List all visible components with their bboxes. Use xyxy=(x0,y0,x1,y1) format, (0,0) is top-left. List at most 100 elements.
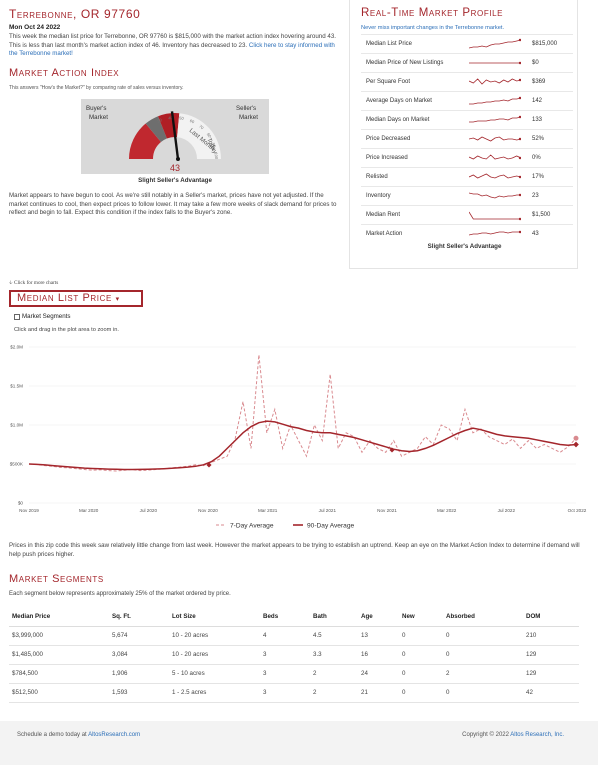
realtime-row-value: 52% xyxy=(532,136,545,142)
gauge-tick-label: 100 xyxy=(214,152,220,160)
realtime-row: Median Price of New Listings $0 xyxy=(361,53,573,72)
gauge-tick-label: 80 xyxy=(206,132,213,139)
sparkline xyxy=(469,136,521,142)
table-cell: 4 xyxy=(260,626,310,646)
sparkline xyxy=(469,96,521,105)
realtime-row-label: Relisted xyxy=(366,174,388,180)
altos-research-link[interactable]: AltosResearch.com xyxy=(88,732,141,738)
stay-informed-link[interactable]: Click here to stay informed with the Ter… xyxy=(9,41,335,58)
segments-header-cell: Absorbed xyxy=(443,607,523,627)
realtime-row: Market Action 43 xyxy=(361,224,573,243)
series-line-1 xyxy=(28,354,577,472)
segments-header-cell: DOM xyxy=(523,607,579,627)
realtime-row-label: Price Increased xyxy=(366,155,408,161)
realtime-footer: Slight Seller's Advantage xyxy=(427,243,502,250)
table-cell: 1,906 xyxy=(109,664,169,684)
realtime-row: Median List Price $815,000 xyxy=(361,34,573,53)
footer-left-text: Schedule a demo today at xyxy=(17,732,87,738)
gauge-tick-label: 90 xyxy=(211,142,217,149)
x-tick-label: Jul 2022 xyxy=(498,508,516,513)
table-row: $1,485,000 3,084 10 - 20 acres 3 3.3 16 0 0 129 xyxy=(9,645,579,665)
realtime-row-label: Inventory xyxy=(366,193,391,199)
gauge-caption: Slight Seller's Advantage xyxy=(138,177,212,184)
chart-type-value: Median List Price xyxy=(17,292,112,304)
table-cell: 5 - 10 acres xyxy=(169,664,260,684)
gauge-tick-label: 60 xyxy=(189,118,196,125)
realtime-row-label: Market Action xyxy=(366,231,403,237)
segments-header-cell: Lot Size xyxy=(169,607,260,627)
x-tick-label: Mar 2022 xyxy=(437,508,457,513)
altos-copyright-link[interactable]: Altos Research, Inc. xyxy=(510,732,564,738)
table-cell: 0 xyxy=(399,664,443,684)
table-cell: 13 xyxy=(358,626,399,646)
gauge-pivot xyxy=(176,157,180,161)
segments-header-cell: New xyxy=(399,607,443,627)
realtime-row: Price Increased 0% xyxy=(361,148,573,167)
x-tick-label: Mar 2020 xyxy=(79,508,99,513)
realtime-row: Relisted 17% xyxy=(361,167,573,186)
arrow-down-icon: 🡣 xyxy=(9,280,13,286)
segments-header-cell: Bath xyxy=(310,607,358,627)
caret-down-icon: ▾ xyxy=(115,296,120,303)
checkbox-icon[interactable] xyxy=(14,313,20,320)
chart-type-select[interactable]: Median List Price ▾ xyxy=(9,290,143,307)
sparkline xyxy=(469,192,521,199)
table-cell: 129 xyxy=(523,645,579,665)
gauge-tick-label: 40 xyxy=(168,115,174,121)
realtime-market-profile: Real-Time Market Profile Never miss impo… xyxy=(349,0,578,269)
footer-right: Copyright © 2022 Altos Research, Inc. xyxy=(462,732,564,738)
table-cell: 21 xyxy=(358,683,399,703)
sparkline xyxy=(469,115,521,123)
y-tick-label: $1.0M xyxy=(10,423,23,428)
table-row: $512,500 1,593 1 - 2.5 acres 3 2 21 0 0 42 xyxy=(9,683,579,703)
realtime-row-label: Price Decreased xyxy=(366,136,411,142)
segments-header-cell: Age xyxy=(358,607,399,627)
chart-description: Prices in this zip code this week saw re… xyxy=(9,542,580,558)
x-tick-label: Mar 2021 xyxy=(258,508,278,513)
market-action-description: Market appears to have begun to cool. As… xyxy=(9,192,337,217)
legend-label[interactable]: 90-Day Average xyxy=(307,523,354,530)
realtime-row-value: 0% xyxy=(532,155,541,161)
table-cell: 2 xyxy=(310,683,358,703)
table-cell: 5,674 xyxy=(109,626,169,646)
copyright-text: Copyright © 2022 xyxy=(462,732,509,738)
more-charts-link[interactable]: 🡣 Click for more charts xyxy=(9,279,58,288)
gauge-segment xyxy=(145,116,167,143)
more-charts-label: Click for more charts xyxy=(14,280,59,286)
sparkline xyxy=(469,173,521,179)
realtime-title: Real-Time Market Profile xyxy=(361,7,504,19)
gauge-needle xyxy=(170,111,180,160)
realtime-row: Average Days on Market 142 xyxy=(361,91,573,110)
table-cell: 3.3 xyxy=(310,645,358,665)
page-footer: Schedule a demo today at AltosResearch.c… xyxy=(0,721,598,765)
median-list-price-chart[interactable]: $0 $500K $1.0M $1.5M $2.0M Nov 2019 Mar 2020 Ju… xyxy=(0,338,598,536)
legend-label[interactable]: 7-Day Average xyxy=(230,523,274,530)
market-segments-toggle[interactable]: Market Segments xyxy=(14,313,71,320)
realtime-row-value: $0 xyxy=(532,60,539,66)
market-action-subtitle: This answers "How's the Market?" by comp… xyxy=(9,85,184,91)
sparkline xyxy=(469,211,521,221)
gauge-value: 43 xyxy=(170,163,180,173)
table-cell: 129 xyxy=(523,664,579,684)
table-cell: 0 xyxy=(443,683,523,703)
table-cell: 1,593 xyxy=(109,683,169,703)
market-action-gauge: Buyer's Market Seller's Market 30 40 50 60 7… xyxy=(81,99,269,174)
series-marker xyxy=(206,462,212,468)
table-cell: 3 xyxy=(260,683,310,703)
y-tick-label: $2.0M xyxy=(10,345,23,350)
sparkline xyxy=(469,230,521,236)
series-end-marker xyxy=(573,435,579,441)
gauge-tick-label: 50 xyxy=(179,115,185,121)
realtime-row: Per Square Foot $369 xyxy=(361,72,573,91)
chart-legend: 7-Day Average 90-Day Average xyxy=(216,523,354,530)
table-cell: $784,500 xyxy=(9,664,109,684)
segments-header-cell: Median Price xyxy=(9,607,109,627)
series-line-2 xyxy=(28,420,577,471)
sellers-label-1: Seller's xyxy=(236,105,256,112)
table-cell: 4.5 xyxy=(310,626,358,646)
gauge-tick-label: 30 xyxy=(157,117,164,124)
realtime-row: Median Days on Market 133 xyxy=(361,110,573,129)
table-row: $3,999,000 5,674 10 - 20 acres 4 4.5 13 0 0 210 xyxy=(9,626,579,646)
realtime-subtitle[interactable]: Never miss important changes in the Terr… xyxy=(361,25,505,31)
table-cell: 2 xyxy=(310,664,358,684)
